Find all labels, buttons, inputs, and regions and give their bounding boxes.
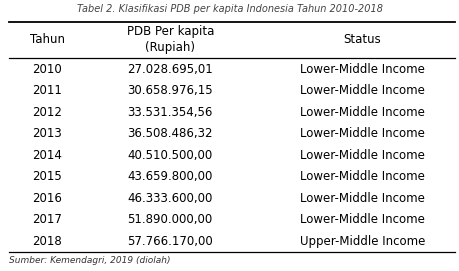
Text: 2010: 2010 [32,63,62,76]
Text: 46.333.600,00: 46.333.600,00 [127,192,213,205]
Text: Lower-Middle Income: Lower-Middle Income [299,192,424,205]
Text: 2017: 2017 [32,213,62,226]
Text: 57.766.170,00: 57.766.170,00 [127,235,213,248]
Text: 27.028.695,01: 27.028.695,01 [127,63,213,76]
Text: Lower-Middle Income: Lower-Middle Income [299,63,424,76]
Text: PDB Per kapita
(Rupiah): PDB Per kapita (Rupiah) [126,25,213,54]
Text: 2016: 2016 [32,192,62,205]
Text: Upper-Middle Income: Upper-Middle Income [299,235,424,248]
Text: Status: Status [342,34,381,46]
Text: Lower-Middle Income: Lower-Middle Income [299,213,424,226]
Text: 33.531.354,56: 33.531.354,56 [127,106,213,119]
Text: 2011: 2011 [32,84,62,97]
Text: 2012: 2012 [32,106,62,119]
Text: Lower-Middle Income: Lower-Middle Income [299,106,424,119]
Text: 40.510.500,00: 40.510.500,00 [127,149,213,162]
Text: 2015: 2015 [32,170,62,183]
Text: 2014: 2014 [32,149,62,162]
Text: 2013: 2013 [32,127,62,140]
Text: Lower-Middle Income: Lower-Middle Income [299,149,424,162]
Text: 36.508.486,32: 36.508.486,32 [127,127,213,140]
Text: 43.659.800,00: 43.659.800,00 [127,170,213,183]
Text: Lower-Middle Income: Lower-Middle Income [299,170,424,183]
Text: Tahun: Tahun [29,34,65,46]
Text: 2018: 2018 [32,235,62,248]
Text: Sumber: Kemendagri, 2019 (diolah): Sumber: Kemendagri, 2019 (diolah) [9,256,170,265]
Text: Tabel 2. Klasifikasi PDB per kapita Indonesia Tahun 2010-2018: Tabel 2. Klasifikasi PDB per kapita Indo… [77,4,382,14]
Text: Lower-Middle Income: Lower-Middle Income [299,84,424,97]
Text: 30.658.976,15: 30.658.976,15 [127,84,213,97]
Text: 51.890.000,00: 51.890.000,00 [127,213,213,226]
Text: Lower-Middle Income: Lower-Middle Income [299,127,424,140]
